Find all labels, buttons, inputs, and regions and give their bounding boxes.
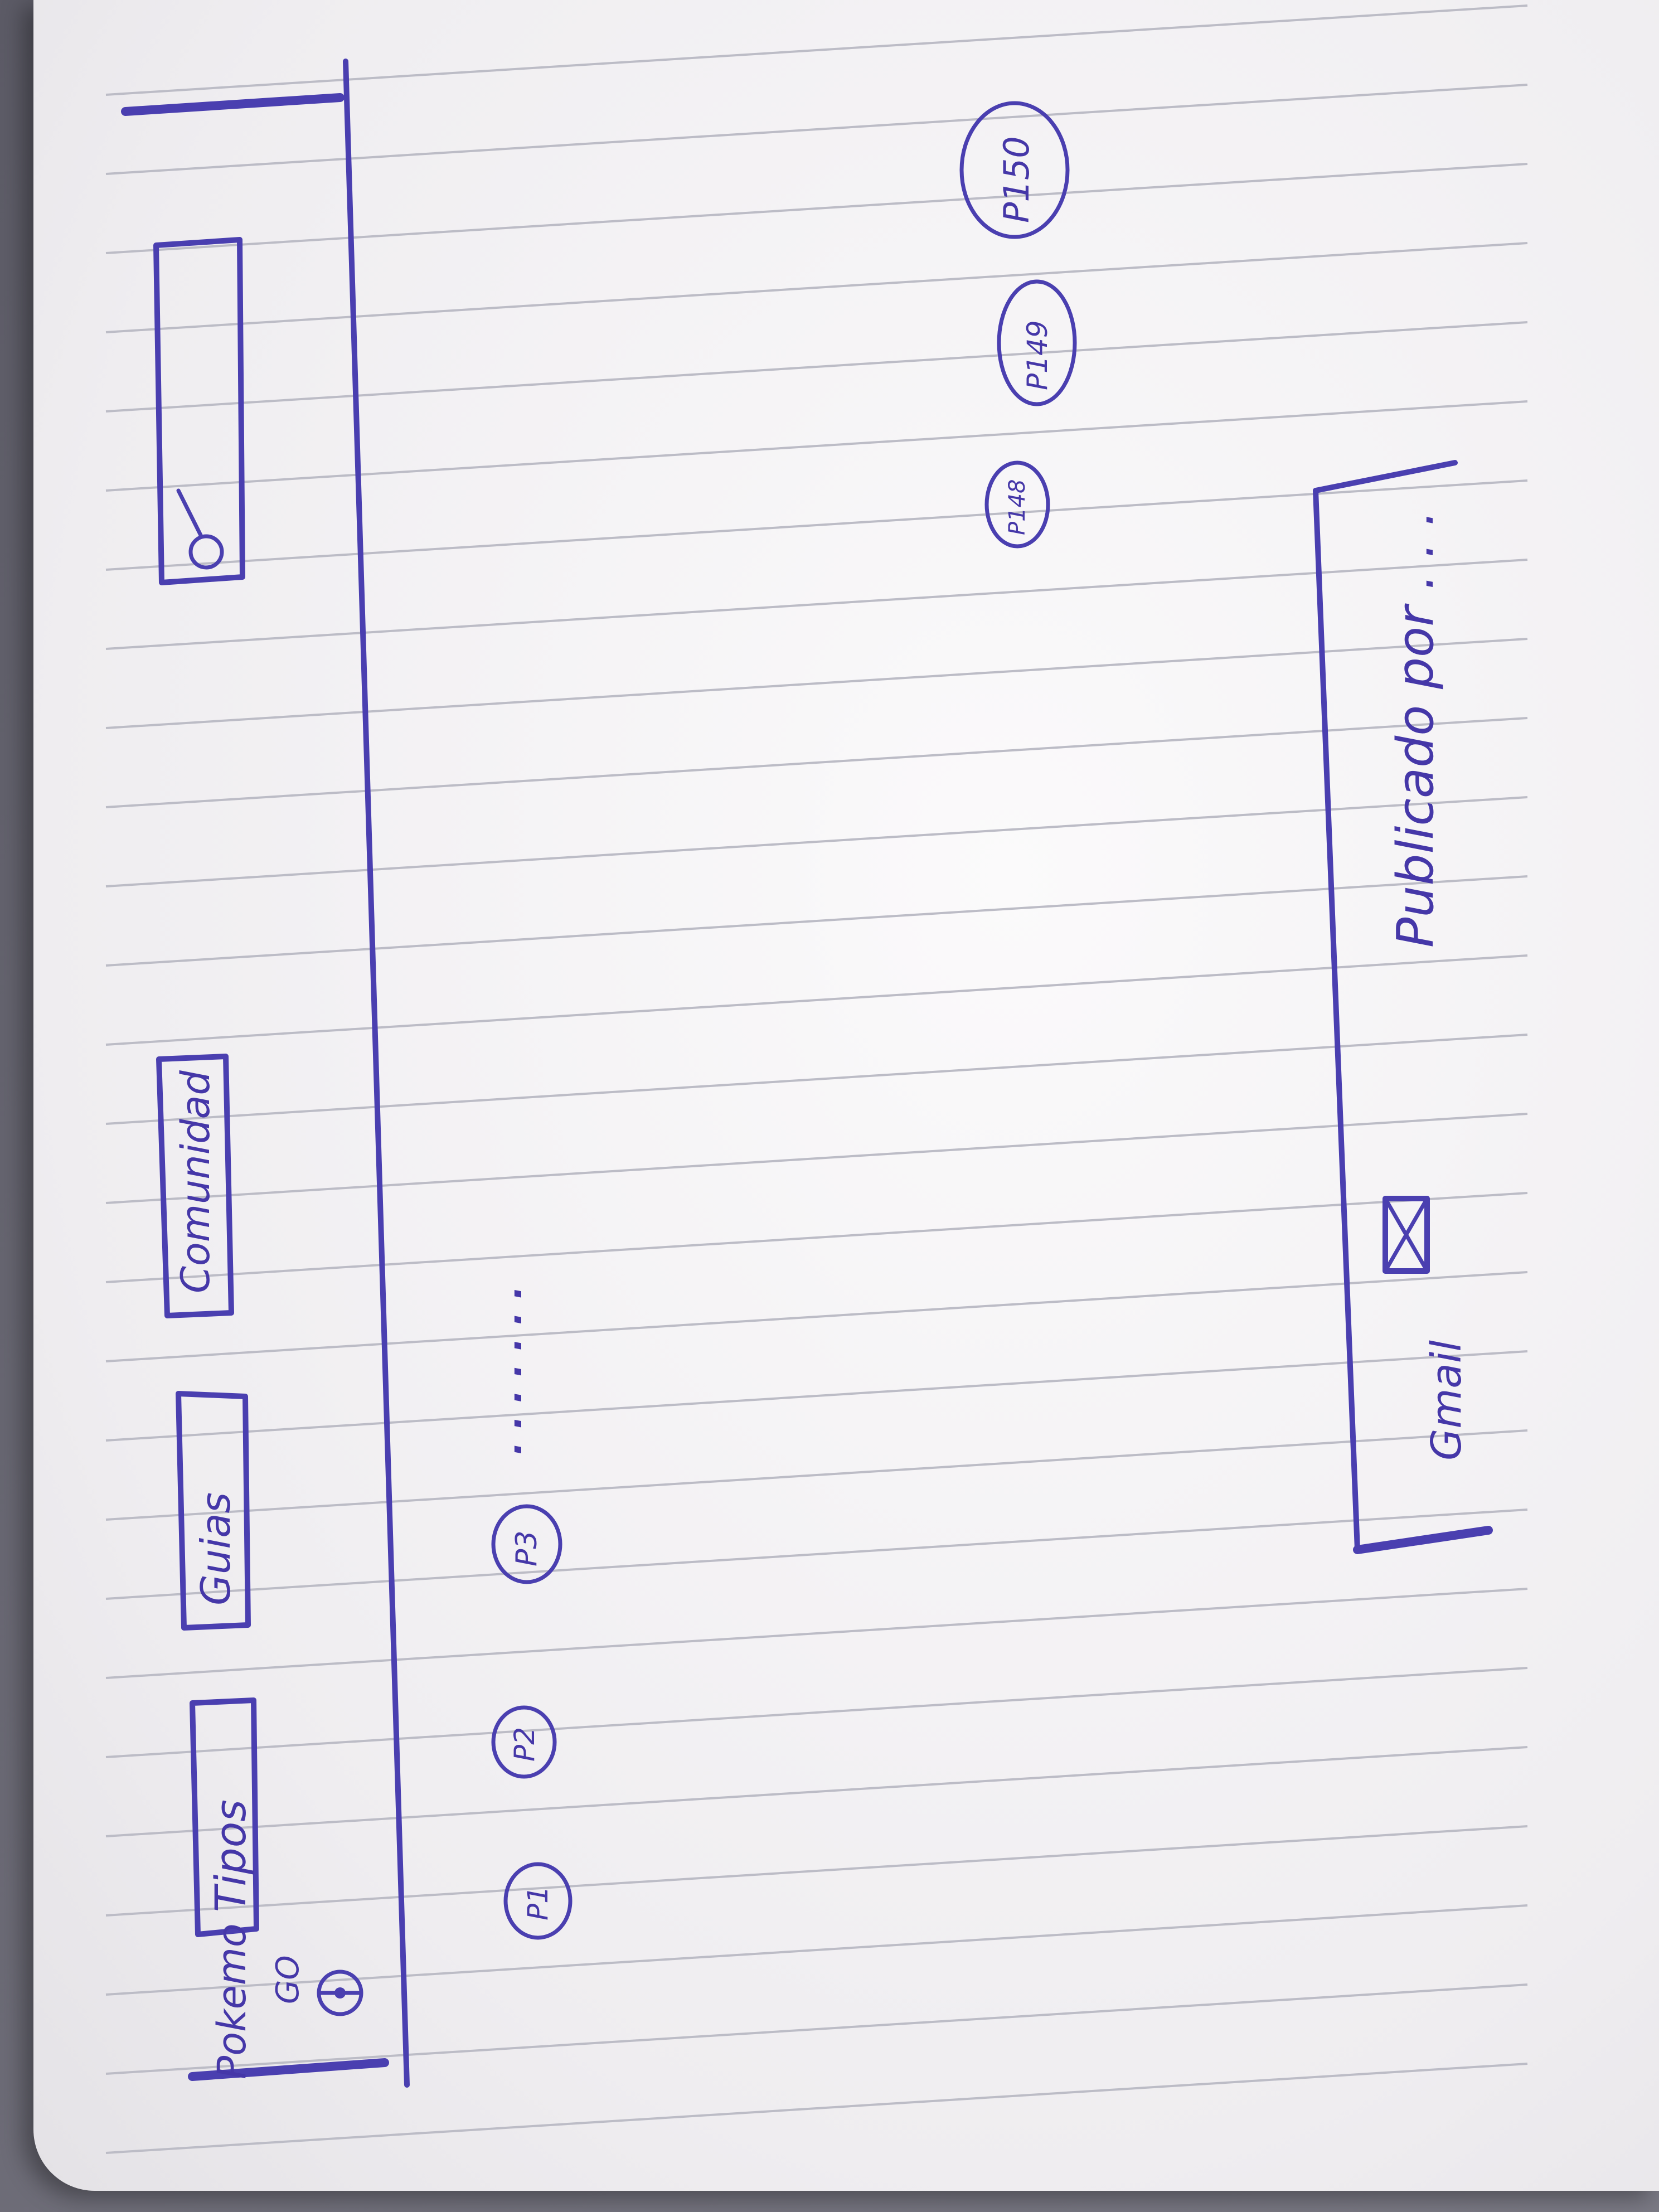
search-icon — [176, 488, 224, 570]
logo-text: Pokemo — [209, 1923, 255, 2079]
ruled-line — [105, 242, 1528, 333]
ruled-line — [105, 84, 1528, 175]
logo[interactable]: Pokemo GO — [209, 1923, 363, 2079]
page-label-p3: P3 — [510, 1531, 544, 1566]
nav-label-guias: Guias — [192, 1492, 239, 1605]
ruled-line — [105, 400, 1528, 492]
ruled-line — [105, 1746, 1528, 1837]
nav-button-comunidad[interactable]: Comunidad — [156, 1054, 234, 1318]
footer-published-by: Publicado por . . . — [1386, 510, 1445, 948]
ruled-line — [105, 1429, 1528, 1521]
ruled-line — [105, 1034, 1528, 1125]
ruled-line — [105, 1667, 1528, 1758]
page-button-p2[interactable]: P2 — [491, 1705, 557, 1779]
ruled-line — [105, 559, 1528, 650]
footer-box — [1313, 460, 1493, 1554]
ruled-line — [105, 479, 1528, 571]
search-box[interactable] — [153, 237, 245, 585]
page-label-p149: P149 — [1021, 320, 1054, 390]
page-label-p1: P1 — [522, 1886, 554, 1920]
nav-button-tipos[interactable]: Tipos — [190, 1697, 259, 1937]
ruled-line — [105, 954, 1528, 1046]
ruled-line — [105, 796, 1528, 887]
page-label-p150: P150 — [996, 136, 1037, 223]
nav-label-comunidad: Comunidad — [173, 1070, 219, 1293]
ruled-line — [105, 1825, 1528, 1917]
page-button-p1[interactable]: P1 — [503, 1862, 573, 1940]
page-button-p148[interactable]: P148 — [984, 460, 1050, 549]
ruled-line — [105, 1904, 1528, 1996]
page-label-p2: P2 — [508, 1727, 541, 1762]
ruled-line — [105, 1271, 1528, 1362]
logo-subtext: GO — [270, 1956, 306, 2004]
page-label-p148: P148 — [1005, 479, 1030, 535]
ruled-line — [105, 4, 1528, 96]
header-corner-mark — [188, 2058, 389, 2081]
page-button-p3[interactable]: P3 — [491, 1504, 562, 1584]
pagination-ellipsis: . . . . . . . — [489, 1286, 530, 1455]
pokeball-icon — [317, 1970, 363, 2016]
ruled-line — [105, 1113, 1528, 1204]
page-button-p150[interactable]: P150 — [959, 101, 1070, 239]
ruled-line — [105, 875, 1528, 967]
ruled-line — [105, 717, 1528, 808]
footer-gmail-label: Gmail — [1423, 1340, 1471, 1461]
ruled-line — [105, 1508, 1528, 1600]
ruled-line — [105, 2063, 1528, 2154]
ruled-line — [105, 1350, 1528, 1442]
mail-icon[interactable] — [1382, 1196, 1430, 1274]
ruled-line — [105, 638, 1528, 729]
ruled-line — [105, 1588, 1528, 1679]
ruled-line — [105, 1983, 1528, 2075]
ruled-line — [105, 163, 1528, 254]
header-divider — [343, 59, 410, 2088]
ruled-line — [105, 321, 1528, 413]
ruled-line — [105, 1192, 1528, 1283]
page-button-p149[interactable]: P149 — [997, 279, 1077, 406]
header-corner-mark — [121, 93, 345, 116]
ruled-lines — [105, 4, 1528, 2154]
nav-button-guias[interactable]: Guias — [176, 1391, 251, 1631]
nav-label-tipos: Tipos — [206, 1799, 255, 1912]
